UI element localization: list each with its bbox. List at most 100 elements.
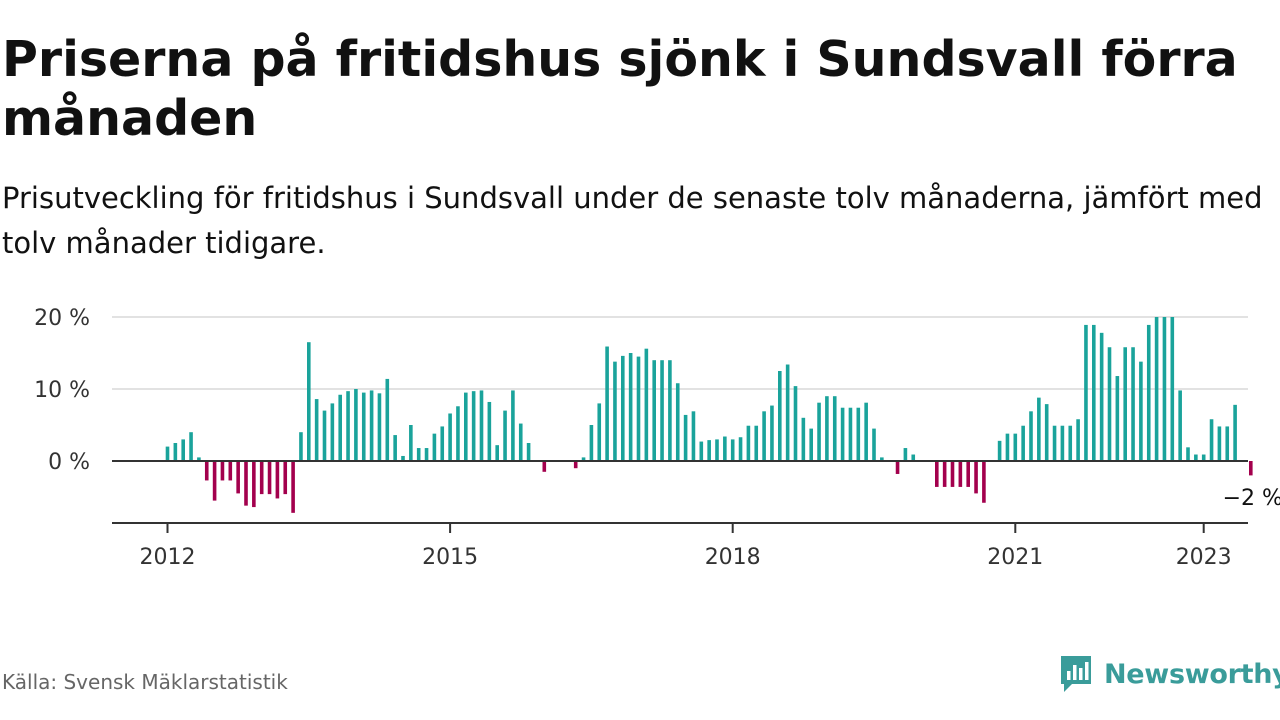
y-tick-label: 0 % <box>48 450 90 475</box>
bar <box>236 461 240 494</box>
bar <box>636 356 641 461</box>
bar <box>1013 433 1018 461</box>
last-value-label: −2 % <box>1223 486 1280 511</box>
bar <box>880 457 884 461</box>
source-note: Källa: Svensk Mäklarstatistik <box>2 670 288 694</box>
bar <box>1099 332 1104 461</box>
bar <box>848 407 853 461</box>
bar <box>707 440 711 461</box>
bar <box>1060 425 1065 461</box>
bar <box>1084 324 1088 461</box>
x-tick-label: 2012 <box>140 545 196 570</box>
bar <box>503 410 507 461</box>
bar <box>228 461 233 481</box>
bar <box>605 346 609 461</box>
bar <box>173 443 178 461</box>
bar <box>299 432 303 461</box>
bar <box>958 461 963 487</box>
bar <box>1076 419 1080 461</box>
bar <box>401 455 405 461</box>
bar <box>1068 425 1073 461</box>
bar <box>283 461 288 495</box>
bar <box>825 396 829 461</box>
bar <box>1123 347 1127 461</box>
bar <box>1217 426 1222 461</box>
bar <box>942 461 947 487</box>
bar <box>1107 347 1112 461</box>
bar <box>1029 411 1033 461</box>
bar <box>1233 404 1237 461</box>
bar <box>982 461 986 503</box>
bar <box>1154 317 1159 461</box>
bar <box>754 425 759 461</box>
bar <box>346 391 350 461</box>
bar <box>723 436 727 461</box>
gridlines <box>112 316 1248 390</box>
bar <box>416 448 421 461</box>
bar <box>259 461 264 495</box>
bar <box>809 428 813 461</box>
bar <box>1249 461 1253 476</box>
bar <box>621 355 625 461</box>
bar <box>291 461 295 513</box>
bar <box>1170 317 1175 461</box>
bar <box>856 407 861 461</box>
bar <box>1044 404 1049 461</box>
bar <box>581 457 586 461</box>
bar <box>220 461 225 481</box>
bar <box>730 439 735 461</box>
bar <box>495 445 499 461</box>
bar <box>597 403 602 461</box>
bar <box>464 392 468 461</box>
bar <box>361 392 366 461</box>
bar <box>573 461 578 469</box>
bar <box>801 417 806 461</box>
bar <box>832 396 837 461</box>
bar <box>354 389 358 461</box>
bar <box>267 461 272 495</box>
bar-chart: 0 % 10 % 20 % 2012 2015 2018 2021 2023 −2 % <box>34 306 1280 570</box>
bar <box>950 461 955 487</box>
bar <box>1194 454 1198 461</box>
bar <box>1162 317 1167 461</box>
bar <box>668 360 672 461</box>
bar <box>471 391 476 461</box>
bar <box>330 403 335 461</box>
bar <box>660 360 664 461</box>
chart-title: Priserna på fritidshus sjönk i Sundsvall… <box>2 31 1238 147</box>
y-tick-label: 10 % <box>34 378 90 403</box>
bar <box>762 411 766 461</box>
bar <box>204 461 209 481</box>
bar <box>974 461 978 494</box>
bar <box>997 440 1002 461</box>
bar <box>322 410 327 461</box>
bar <box>699 441 704 461</box>
brand-name: Newsworthy <box>1104 658 1280 690</box>
bar <box>935 461 939 487</box>
bar <box>1092 324 1096 461</box>
bar <box>1201 454 1206 461</box>
bars <box>165 317 1253 513</box>
bar <box>369 390 374 461</box>
bar <box>793 386 798 461</box>
bar <box>691 411 696 461</box>
bar <box>1021 425 1025 461</box>
bar <box>409 425 413 461</box>
bar <box>314 399 319 461</box>
bar <box>338 394 342 461</box>
bar <box>1146 324 1151 461</box>
bar <box>778 371 782 461</box>
bar <box>872 428 876 461</box>
bar <box>511 390 515 461</box>
bar <box>212 461 217 501</box>
bar <box>1178 390 1182 461</box>
x-tick-label: 2023 <box>1176 545 1232 570</box>
brand-logo: Newsworthy <box>1058 652 1280 696</box>
bar <box>448 413 452 461</box>
bar <box>864 402 868 461</box>
bar <box>424 448 429 461</box>
bar <box>911 454 916 461</box>
bar <box>903 448 908 461</box>
bar <box>377 393 382 461</box>
bar <box>385 378 390 461</box>
